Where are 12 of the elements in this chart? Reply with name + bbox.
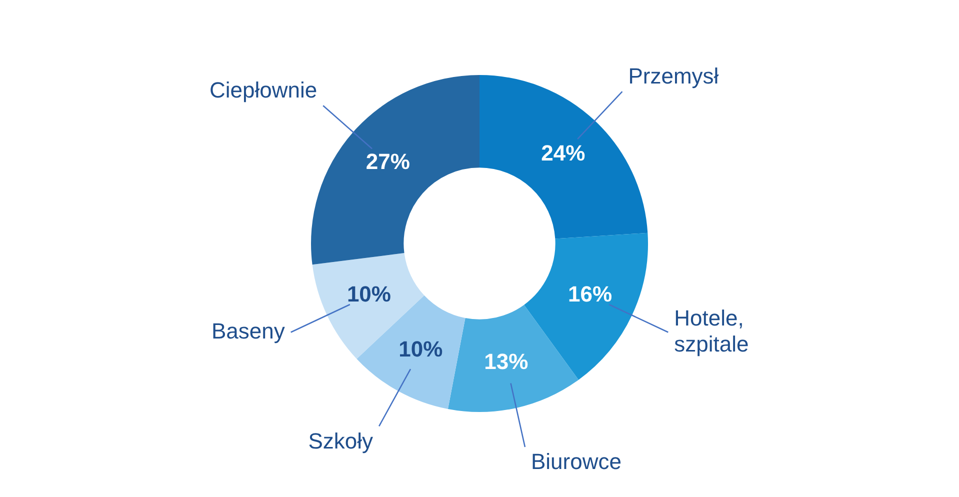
slice-label: Ciepłownie [209, 78, 318, 103]
data-label: 10% [346, 282, 391, 307]
slice-label: Baseny [211, 318, 285, 344]
data-label: 10% [398, 336, 443, 362]
slice-label: Szkoły [308, 428, 374, 454]
data-label: 24% [541, 140, 586, 166]
data-label: 16% [568, 282, 612, 307]
data-label: 27% [366, 148, 410, 174]
slice-label: Hotele, szpitale [674, 305, 749, 356]
slice-label: Biurowce [530, 449, 622, 474]
slice-label: Przemysł [628, 64, 719, 89]
data-label: 13% [484, 348, 528, 374]
